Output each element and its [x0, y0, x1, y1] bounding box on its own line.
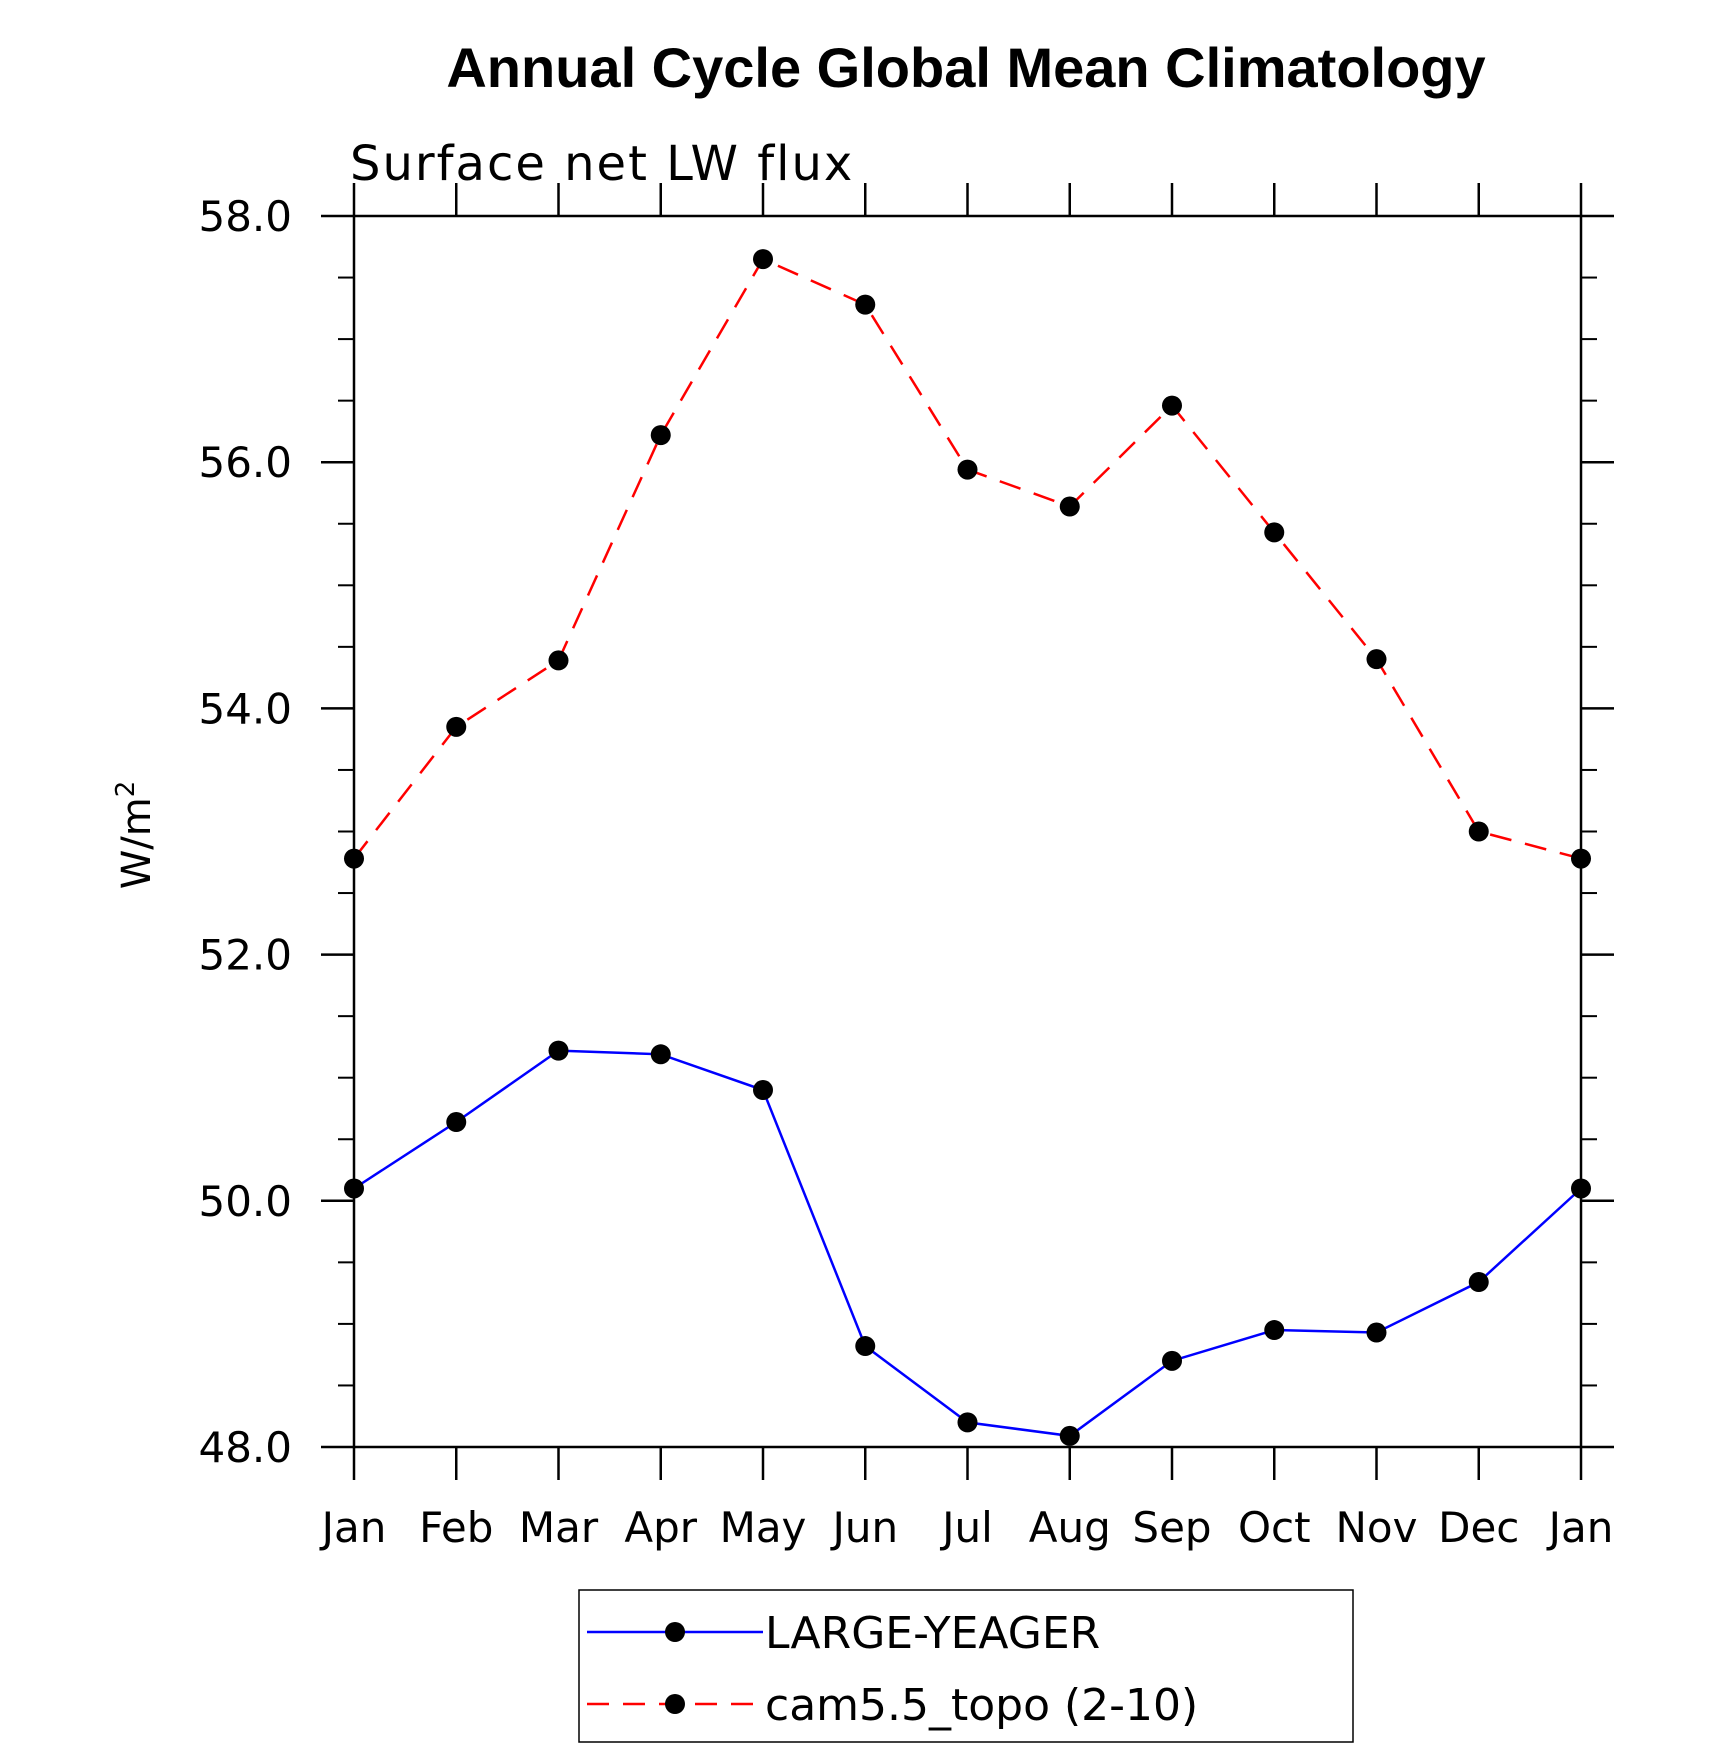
y-tick-label: 48.0 — [198, 1423, 292, 1472]
x-tick-label: Jul — [939, 1503, 993, 1552]
data-point — [650, 1044, 671, 1065]
x-tick-label: Nov — [1336, 1503, 1418, 1552]
y-tick-label: 50.0 — [198, 1177, 292, 1226]
data-point — [1162, 1350, 1182, 1371]
data-point — [957, 1412, 978, 1433]
data-point — [650, 425, 671, 446]
y-axis-label: W/m2 — [111, 781, 160, 890]
data-point — [1264, 1320, 1285, 1341]
x-tick-label: Jan — [319, 1503, 387, 1552]
data-point — [548, 650, 569, 671]
x-tick-label: Jun — [829, 1503, 898, 1552]
chart-title: Annual Cycle Global Mean Climatology — [446, 36, 1485, 99]
data-point — [1366, 1322, 1387, 1343]
data-point — [855, 1336, 876, 1357]
legend-marker — [665, 1622, 685, 1642]
data-point — [344, 1178, 364, 1199]
data-point — [1162, 395, 1182, 416]
x-tick-label: Oct — [1238, 1503, 1311, 1552]
legend-marker — [665, 1694, 685, 1714]
series-layer — [344, 249, 1591, 1446]
series-line — [353, 257, 1582, 860]
data-point — [344, 848, 364, 869]
x-tick-label: Apr — [624, 1503, 697, 1552]
data-point — [1571, 848, 1591, 869]
plot-frame — [352, 214, 1583, 1449]
data-point — [1468, 821, 1489, 842]
data-point — [753, 1080, 773, 1101]
data-point — [548, 1040, 569, 1061]
data-point — [1059, 1425, 1080, 1446]
x-tick-label: Sep — [1132, 1503, 1211, 1552]
data-point — [1264, 522, 1285, 543]
data-point — [855, 294, 876, 315]
legend-box — [578, 1589, 1354, 1743]
legend-label: cam5.5_topo (2-10) — [765, 1680, 1198, 1731]
data-point — [1468, 1272, 1489, 1293]
x-tick-label: May — [720, 1503, 807, 1552]
data-point — [446, 1112, 467, 1133]
data-point — [957, 459, 978, 480]
data-point — [1571, 1178, 1591, 1199]
data-point — [1059, 496, 1080, 517]
y-tick-label: 58.0 — [198, 192, 292, 241]
series-group — [344, 249, 1591, 869]
y-tick-label: 52.0 — [198, 931, 292, 980]
legend: LARGE-YEAGER cam5.5_topo (2-10) — [578, 1589, 1354, 1743]
x-tick-label: Dec — [1438, 1503, 1519, 1552]
y-axis-label-superscript: 2 — [111, 781, 141, 798]
legend-label: LARGE-YEAGER — [765, 1608, 1100, 1659]
x-tick-label: Aug — [1029, 1503, 1111, 1552]
x-tick-label: Feb — [419, 1503, 493, 1552]
x-tick-label: Jan — [1546, 1503, 1614, 1552]
chart-subtitle: Surface net LW flux — [350, 136, 854, 192]
data-point — [1366, 649, 1387, 670]
x-tick-label: Mar — [519, 1503, 599, 1552]
data-point — [446, 716, 467, 737]
axes: Jan Feb Mar Apr May Jun Jul Aug Sep Oct Nov Dec Jan 4… — [198, 183, 1614, 1552]
y-tick-label: 56.0 — [198, 438, 292, 487]
series-group — [344, 1040, 1591, 1446]
data-point — [753, 249, 773, 270]
y-tick-label: 54.0 — [198, 684, 292, 733]
series-line — [353, 1049, 1582, 1438]
